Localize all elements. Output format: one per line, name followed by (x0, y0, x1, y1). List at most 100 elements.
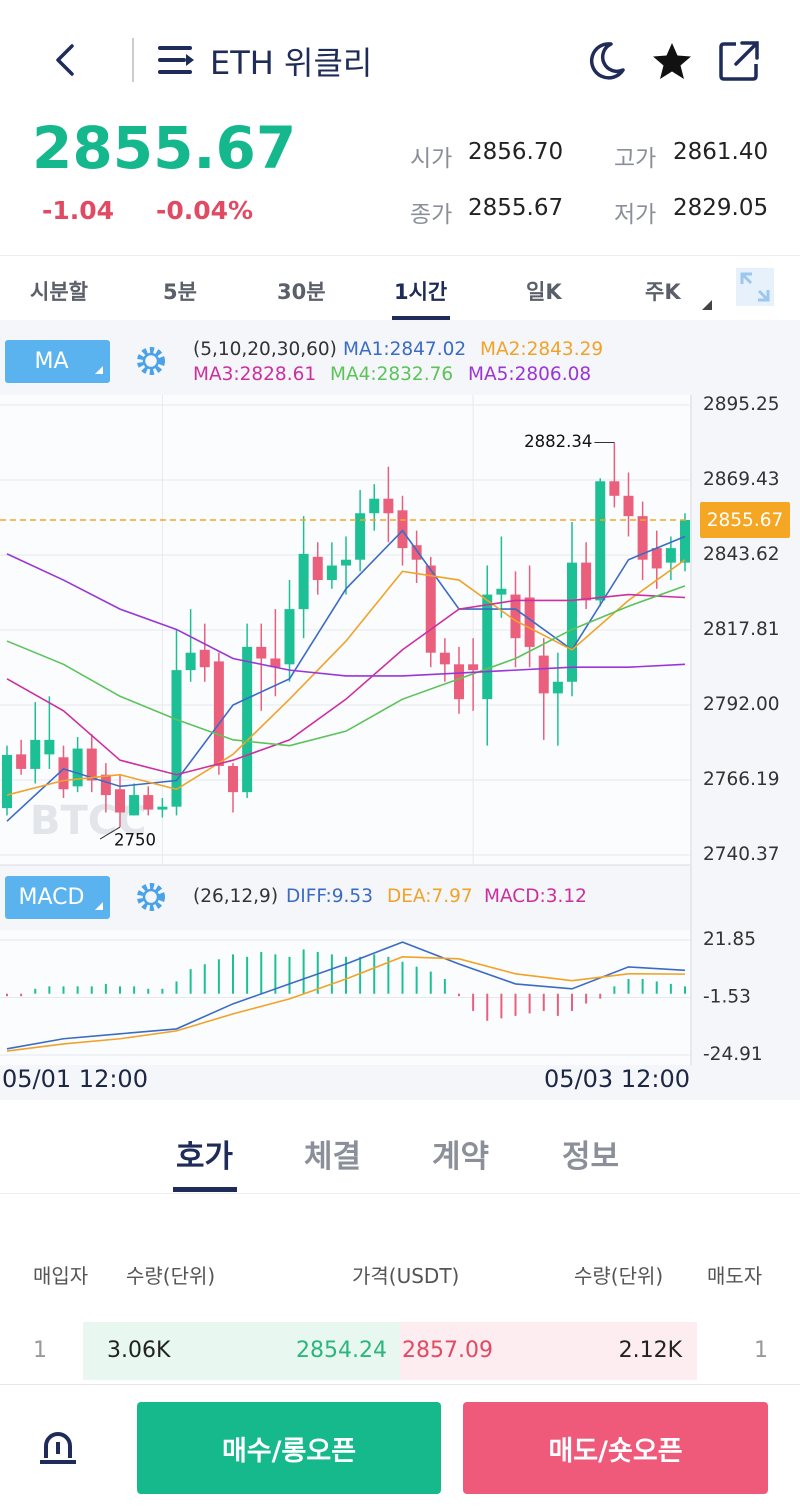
column-header: 매도자 (707, 1264, 763, 1288)
stat-value: 2861.40 (673, 139, 769, 165)
interval-tab[interactable]: 주K (645, 280, 681, 304)
candle-body (411, 545, 422, 560)
candle-body (680, 519, 690, 563)
indicator-button (5, 340, 110, 383)
bell-icon[interactable] (38, 1428, 78, 1470)
candle-body (270, 658, 281, 668)
settings-icon (137, 347, 165, 375)
interval-tab[interactable]: 30분 (277, 280, 326, 304)
legend-entry: MA1:2847.02 (343, 339, 466, 360)
candle-body (86, 748, 97, 781)
active-underline (391, 316, 450, 320)
candle-body (284, 609, 295, 665)
stat-value: 2856.70 (468, 139, 564, 165)
legend-entry: MA2:2843.29 (480, 339, 603, 360)
candle-body (425, 565, 436, 653)
candle-body (468, 664, 479, 671)
ma-line (6, 585, 686, 747)
y-tick-label: 2792.00 (703, 694, 780, 715)
back-button[interactable] (48, 42, 84, 78)
interval-tab[interactable]: 5분 (163, 280, 197, 304)
y-tick-label: 2843.62 (703, 544, 780, 565)
section-tab[interactable]: 계약 (432, 1139, 490, 1175)
legend-entry: MA4:2832.76 (330, 364, 453, 385)
section-tab[interactable]: 정보 (562, 1139, 620, 1175)
candle-body (312, 556, 323, 581)
ask-rank: 1 (754, 1338, 768, 1363)
candle-body (567, 562, 577, 682)
bid-rank: 1 (33, 1338, 47, 1363)
fullscreen-button[interactable] (736, 268, 774, 306)
legend-entry: MA3:2828.61 (193, 364, 316, 385)
candle-body (524, 597, 535, 647)
legend-entry: MACD:3.12 (484, 886, 587, 907)
annotation-leader (99, 826, 121, 840)
candle-body (256, 646, 267, 659)
macd-line (6, 956, 686, 1052)
candle-body (496, 588, 507, 595)
night-mode-button[interactable] (585, 40, 627, 82)
candle-body (100, 774, 111, 796)
candle-body (199, 649, 210, 668)
watermark: BTCC (30, 798, 146, 844)
y-tick-label: 2895.25 (703, 394, 780, 415)
stat-value: 2829.05 (673, 195, 769, 221)
stat-value: 2855.67 (468, 195, 564, 221)
settings-icon (142, 888, 160, 906)
candle-body (16, 754, 27, 769)
settings-icon (137, 883, 165, 911)
buy-button[interactable]: 매수/롱오픈 (137, 1402, 441, 1494)
last-price-tag (700, 501, 790, 538)
indicator-button (5, 876, 110, 919)
candle-body (595, 481, 606, 601)
menu-icon[interactable] (156, 42, 198, 78)
share-button[interactable] (716, 38, 762, 84)
section-tab[interactable]: 호가 (176, 1139, 234, 1175)
stat-label: 고가 (614, 146, 657, 172)
legend-entry: DIFF:9.53 (286, 886, 373, 907)
price-change-pct: -0.04% (156, 196, 254, 225)
interval-tab[interactable]: 1시간 (394, 280, 448, 304)
candle-body (552, 681, 563, 694)
ask-price: 2857.09 (402, 1338, 493, 1363)
candle-body (58, 757, 69, 790)
candle-body (157, 806, 168, 810)
section-tab[interactable]: 체결 (304, 1139, 362, 1175)
candle-body (185, 652, 196, 671)
candle-body (30, 739, 41, 769)
candle-body (439, 652, 450, 665)
stat-label: 저가 (614, 202, 657, 228)
candle-body (383, 498, 394, 514)
legend-entry: DEA:7.97 (387, 886, 473, 907)
ask-qty: 2.12K (618, 1338, 682, 1363)
column-header: 수량(단위) (126, 1264, 216, 1288)
y-tick-label: -24.91 (703, 1044, 763, 1065)
macd-line (6, 941, 686, 1050)
y-tick-label: 2766.19 (703, 769, 780, 790)
candle-body (665, 548, 676, 563)
ma-line (6, 593, 686, 776)
x-tick-label: 05/01 12:00 (2, 1065, 148, 1093)
interval-tab[interactable]: 시분할 (30, 280, 88, 304)
sell-button[interactable]: 매도/숏오픈 (463, 1402, 768, 1494)
favorite-button[interactable] (650, 40, 694, 82)
ask-depth (400, 1322, 697, 1380)
column-header: 수량(단위) (574, 1264, 664, 1288)
indicator-button-label: MACD (19, 885, 85, 910)
dropdown-caret (95, 902, 103, 910)
low-annotation: 2750 (114, 831, 156, 850)
candle-body (454, 664, 464, 700)
column-header: 매입자 (33, 1264, 89, 1288)
price-change: -1.04 (42, 196, 115, 225)
candle-body (623, 495, 634, 517)
y-tick-label: 2817.81 (703, 619, 780, 640)
candle-body (213, 661, 224, 767)
x-tick-label: 05/03 12:00 (544, 1065, 690, 1093)
ma-line (6, 553, 686, 677)
candle-body (298, 553, 309, 610)
bid-depth (83, 1322, 400, 1380)
column-header: 가격(USDT) (352, 1264, 460, 1288)
candle-body (326, 565, 337, 581)
interval-tab[interactable]: 일K (526, 280, 562, 304)
